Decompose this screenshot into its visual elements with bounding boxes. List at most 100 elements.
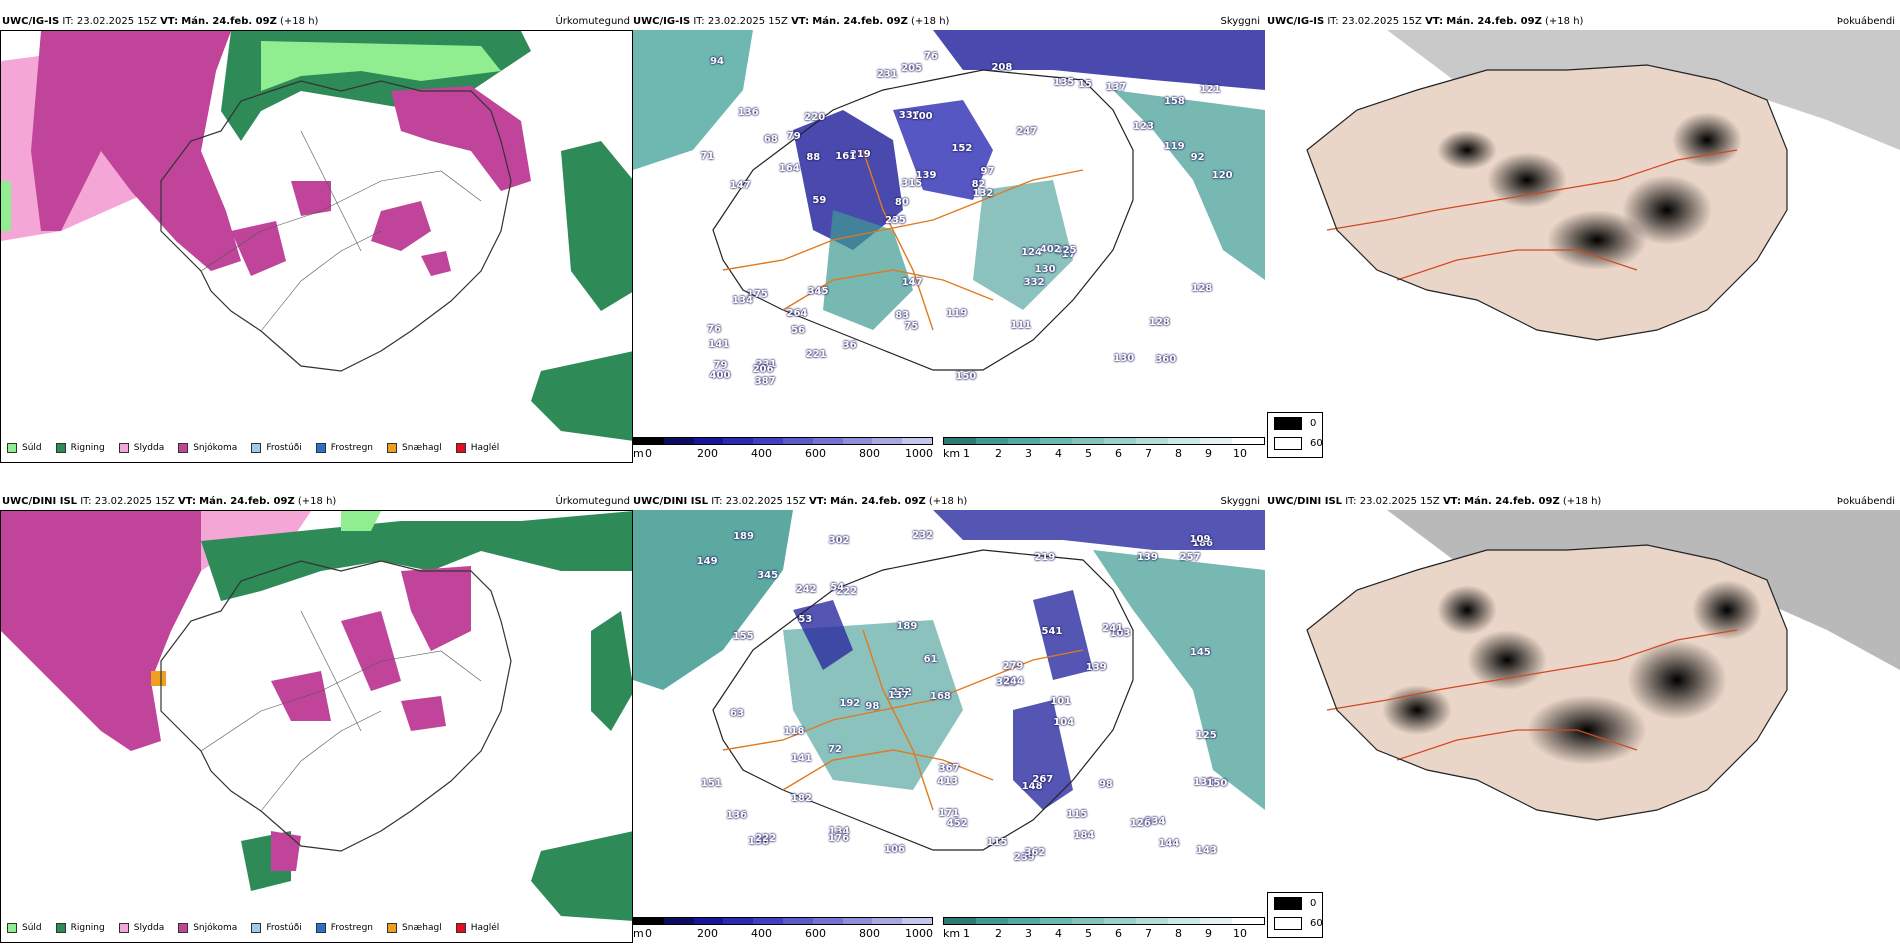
cover-map-svg bbox=[1267, 30, 1900, 432]
cloud-height-label: 231 bbox=[876, 69, 898, 81]
precip-legend: Súld Rigning Slydda Snjókoma Frostúði Fr… bbox=[7, 923, 513, 933]
swatch bbox=[118, 923, 129, 933]
tick: 5 bbox=[1085, 447, 1092, 460]
legend-item-slydda: Slydda bbox=[118, 923, 164, 933]
cloud-height-label: 325 bbox=[996, 677, 1018, 689]
cloud-height-label: 88 bbox=[806, 152, 821, 164]
cloud-map-svg bbox=[633, 30, 1265, 432]
row1-cover-map bbox=[1267, 30, 1900, 432]
cloud-height-label: 137 bbox=[1105, 81, 1127, 93]
tick: 10 bbox=[1233, 927, 1247, 940]
tick: 7 bbox=[1145, 447, 1152, 460]
snow-area-s bbox=[271, 831, 301, 871]
dark-patch bbox=[1527, 695, 1647, 765]
dark-patch bbox=[1627, 640, 1727, 720]
tick: 2 bbox=[995, 927, 1002, 940]
cloud-height-label: 139 bbox=[1085, 662, 1107, 674]
tick: 7 bbox=[1145, 927, 1152, 940]
tick: 4 bbox=[1055, 447, 1062, 460]
height-unit: m bbox=[633, 447, 644, 460]
iceland-outline bbox=[160, 80, 512, 372]
swatch bbox=[251, 923, 262, 933]
row1-height-scale: m 0 200 400 600 800 1000 bbox=[633, 437, 933, 465]
cloud-height-label: 402 bbox=[1039, 244, 1061, 256]
tick: 3 bbox=[1025, 927, 1032, 940]
dark-patch bbox=[1437, 130, 1497, 170]
cloud-height-label: 222 bbox=[755, 833, 777, 845]
navy-blob-1 bbox=[793, 600, 853, 670]
cloud-height-label: 119 bbox=[1163, 140, 1185, 152]
cloud-height-label: 149 bbox=[696, 555, 718, 567]
height-unit: m bbox=[633, 927, 644, 940]
tick: 200 bbox=[697, 447, 718, 460]
rain-area-e bbox=[561, 141, 632, 311]
cloud-height-label: 152 bbox=[951, 142, 973, 154]
navy-blob-2 bbox=[893, 100, 993, 200]
shade-north bbox=[1387, 30, 1900, 150]
swatch bbox=[387, 923, 398, 933]
snow-area-ne bbox=[391, 86, 531, 191]
row1-cloud-map: 360 147 158 235 247 231 337 152 175 219 141 56 100 97… bbox=[633, 30, 1265, 432]
cloud-height-label: 36 bbox=[842, 340, 857, 352]
cloud-height-label: 103 bbox=[1109, 628, 1131, 640]
roads bbox=[1326, 629, 1738, 761]
swatch bbox=[55, 923, 66, 933]
cloud-height-label: 219 bbox=[849, 149, 871, 161]
drizzle-area bbox=[341, 511, 381, 531]
cloud-height-label: 220 bbox=[804, 111, 826, 123]
cloud-height-label: 115 bbox=[1066, 809, 1088, 821]
cloud-height-label: 121 bbox=[1199, 84, 1221, 96]
navy-region-n bbox=[933, 30, 1265, 90]
swatch bbox=[315, 443, 326, 453]
row1-cover-title: UWC/IG-IS IT: 23.02.2025 15Z VT: Mán. 24… bbox=[1267, 16, 1584, 27]
cloud-height-label: 232 bbox=[912, 530, 934, 542]
dark-patch bbox=[1622, 175, 1712, 245]
cloud-height-label: 132 bbox=[972, 188, 994, 200]
cloud-height-label: 98 bbox=[1098, 778, 1113, 790]
iceland-outline bbox=[1306, 544, 1788, 821]
height-ticks: m 0 200 400 600 800 1000 bbox=[633, 927, 933, 943]
legend-item-sudl: Súld bbox=[7, 923, 42, 933]
swatch bbox=[455, 923, 466, 933]
cloud-height-label: 541 bbox=[1041, 625, 1063, 637]
teal-region-ne bbox=[1093, 550, 1265, 810]
cloud-height-label: 141 bbox=[791, 752, 812, 764]
cloud-height-label: 118 bbox=[783, 725, 805, 737]
tick: 0 bbox=[645, 927, 652, 940]
cloud-height-label: 120 bbox=[1211, 169, 1233, 181]
legend-item-frostudi: Frostúði bbox=[251, 923, 302, 933]
row1-precip-param: Úrkomutegund bbox=[555, 16, 630, 27]
cover-legend-row: 0 bbox=[1274, 417, 1316, 430]
rain-area-se bbox=[531, 351, 632, 441]
tick: 5 bbox=[1085, 927, 1092, 940]
row1-precip-map: Súld Rigning Slydda Snjókoma Frostúði Fr… bbox=[0, 30, 633, 463]
row2-cover-title: UWC/DINI ISL IT: 23.02.2025 15Z VT: Mán.… bbox=[1267, 496, 1602, 507]
cloud-height-label: 135 bbox=[1193, 777, 1215, 789]
swatch bbox=[251, 443, 262, 453]
iceland-outline bbox=[712, 549, 1134, 851]
cloud-height-label: 72 bbox=[828, 744, 842, 755]
legend-item-sudl: Súld bbox=[7, 443, 42, 453]
cloud-height-label: 94 bbox=[710, 56, 725, 68]
snow-area-center bbox=[371, 201, 431, 251]
dark-patch bbox=[1437, 585, 1497, 635]
cloud-height-label: 147 bbox=[901, 277, 923, 289]
cloud-height-label: 175 bbox=[746, 288, 768, 300]
tick: 0 bbox=[645, 447, 652, 460]
cloud-height-label: 150 bbox=[955, 371, 977, 383]
snow-area-ne bbox=[401, 566, 471, 651]
cloud-height-label: 143 bbox=[1196, 845, 1217, 857]
rain-area-north bbox=[201, 511, 632, 601]
cloud-height-label: 164 bbox=[778, 163, 800, 175]
snow-area-c2 bbox=[421, 251, 451, 276]
tick: 800 bbox=[859, 447, 880, 460]
snow-area-sw bbox=[231, 221, 286, 276]
swatch bbox=[7, 443, 17, 453]
cloud-height-label: 158 bbox=[1163, 95, 1185, 107]
cloud-height-label: 400 bbox=[709, 370, 731, 382]
dark-patch bbox=[1467, 630, 1547, 690]
cloud-height-labels: 360 147 158 235 247 231 337 152 175 219 141 56 100 97… bbox=[633, 30, 1265, 432]
drizzle-area-w bbox=[1, 181, 11, 231]
cloud-height-label: 205 bbox=[901, 63, 923, 75]
vis-unit: km bbox=[943, 447, 961, 460]
